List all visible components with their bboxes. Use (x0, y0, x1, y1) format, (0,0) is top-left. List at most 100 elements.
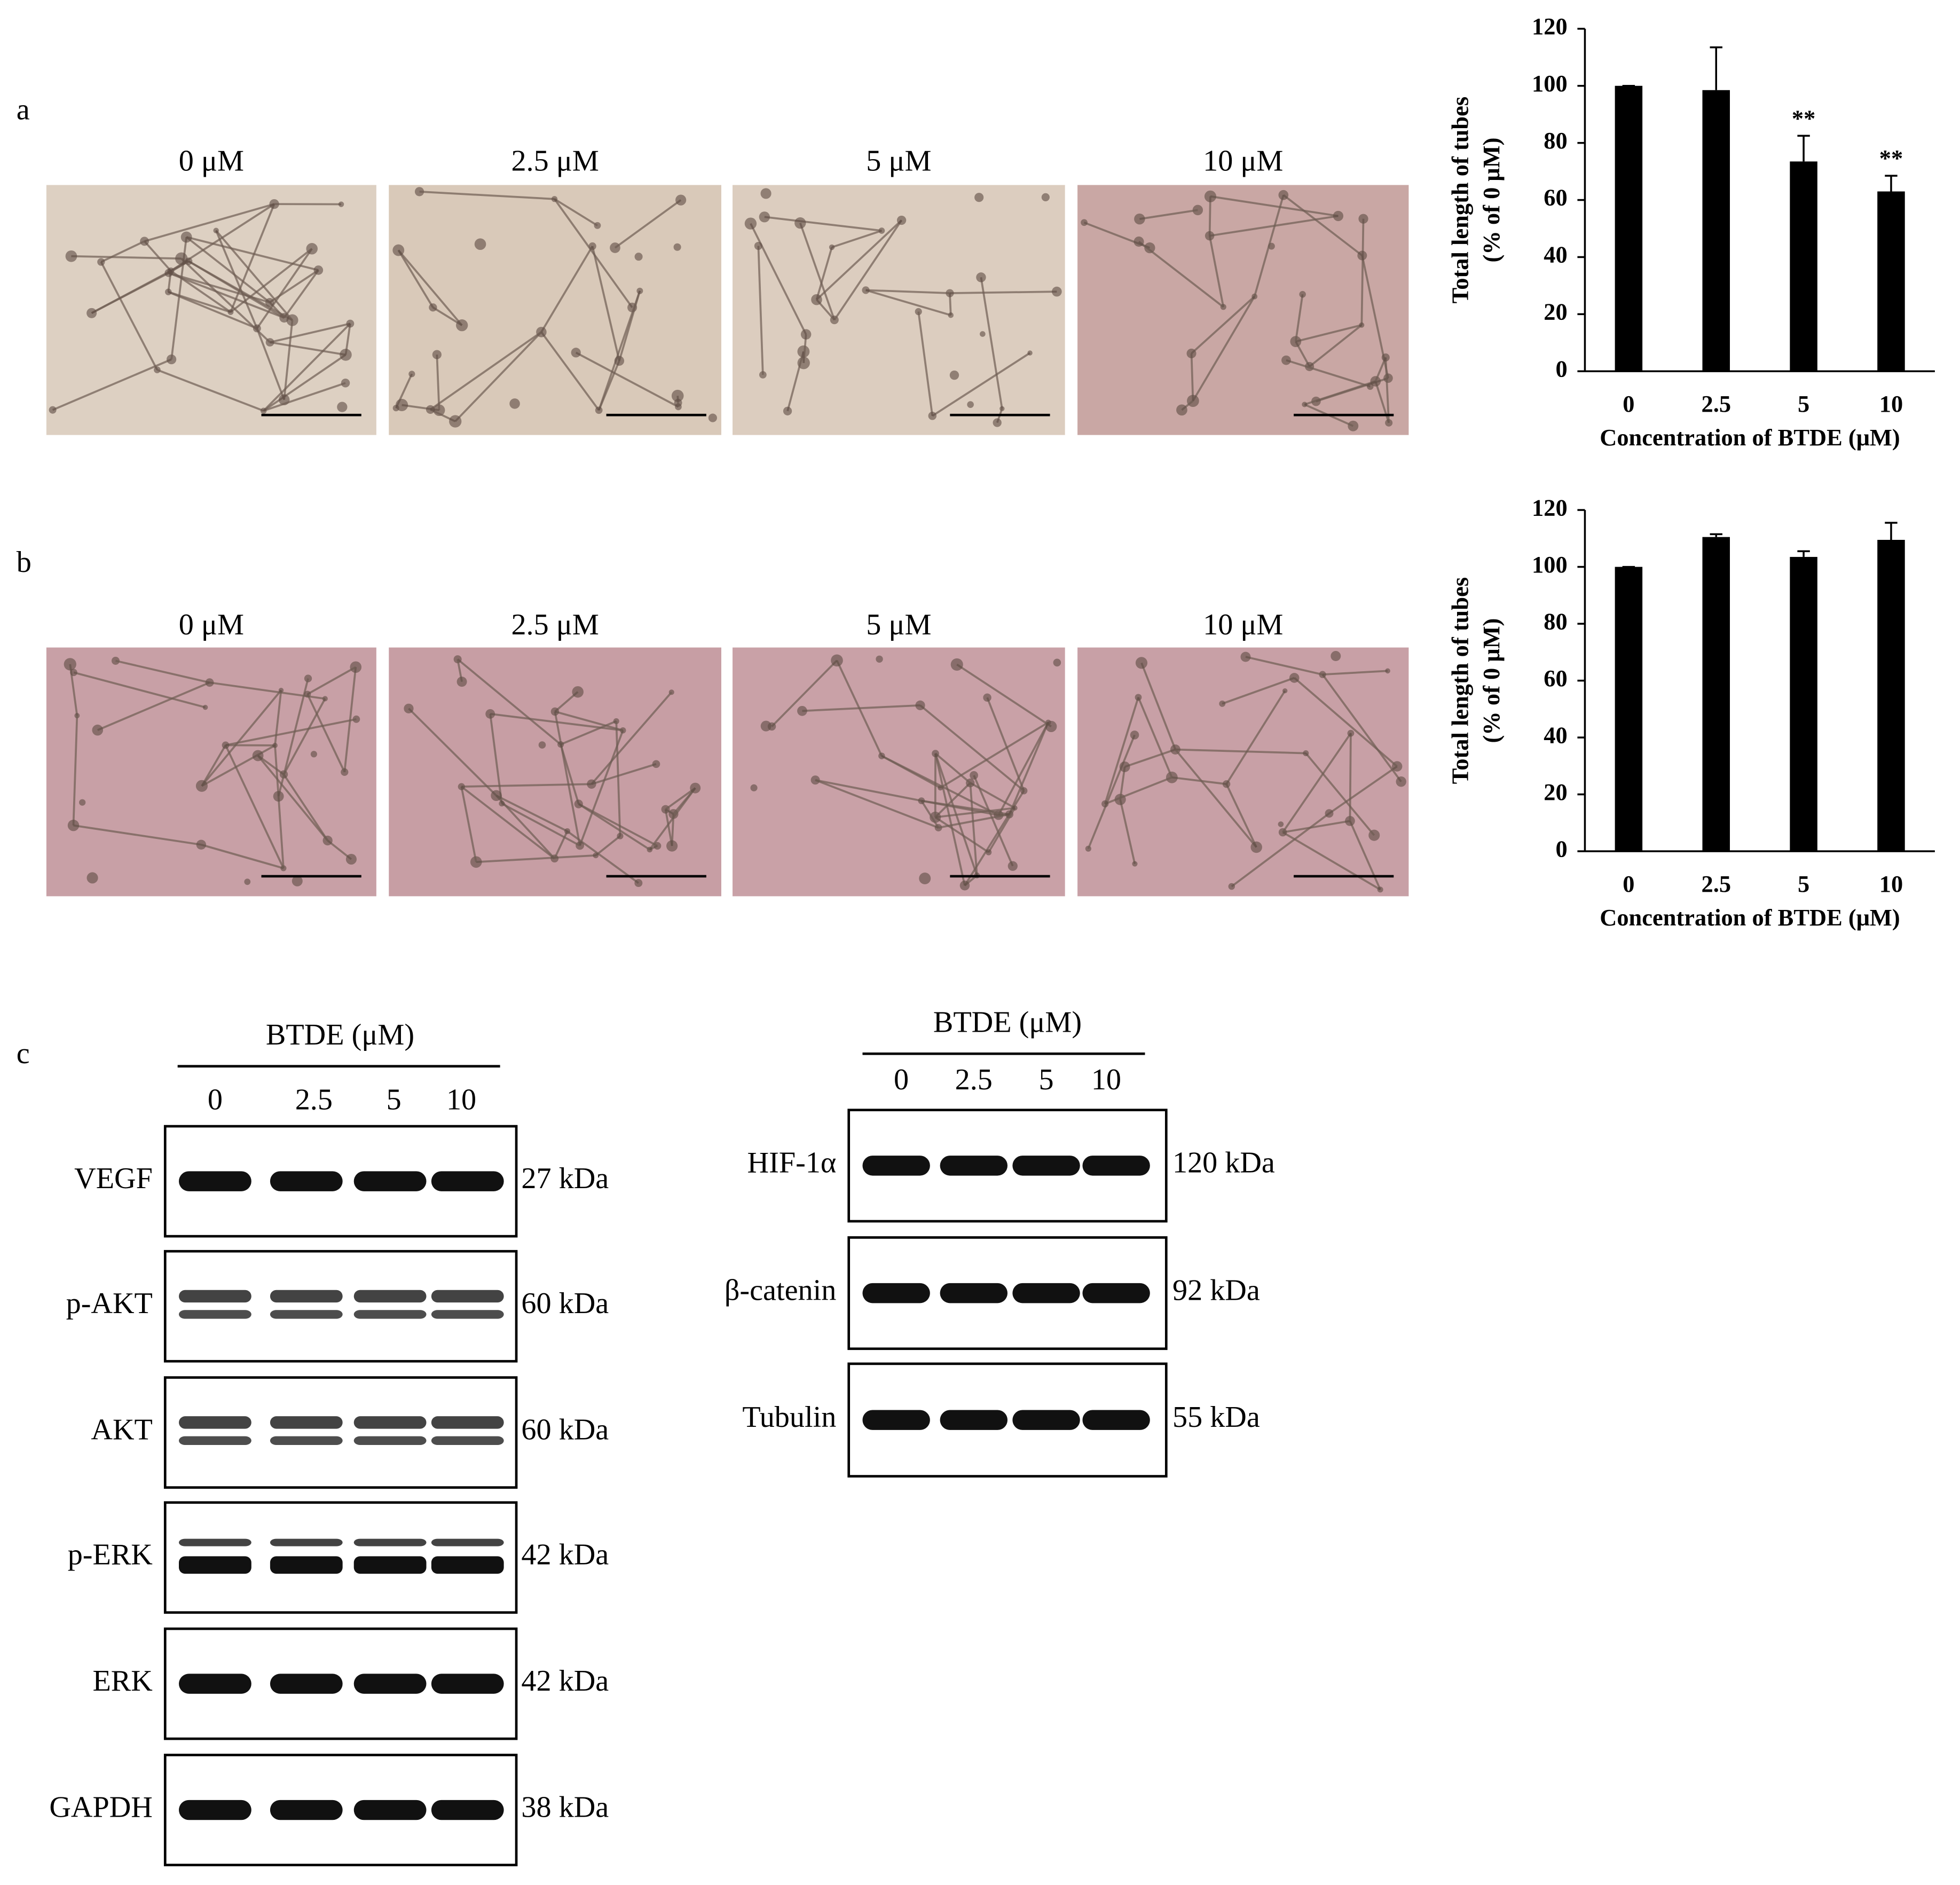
y-tick-label: 100 (1532, 70, 1568, 97)
size-label: 42 kDa (521, 1664, 609, 1698)
cell-cluster (831, 654, 843, 667)
cell-cluster (974, 193, 984, 202)
cell-cluster (205, 678, 214, 687)
band (270, 1171, 343, 1191)
cell-cluster (976, 272, 986, 282)
x-tick-label: 10 (1879, 870, 1903, 897)
cell-cluster (1358, 214, 1368, 224)
protein-label: VEGF (74, 1162, 153, 1195)
cell-cluster (1205, 231, 1215, 241)
cell-cluster (456, 677, 467, 687)
tube (215, 230, 293, 321)
size-label: 60 kDa (521, 1287, 609, 1320)
band (353, 1538, 427, 1546)
micrograph-bg (1077, 647, 1409, 897)
tube (920, 800, 940, 829)
error-bar (1797, 550, 1810, 557)
tube (495, 795, 568, 832)
cell-cluster (928, 412, 937, 420)
tube (1305, 752, 1375, 836)
cell-cluster (690, 782, 701, 794)
cell-cluster (341, 768, 349, 776)
band (179, 1290, 251, 1303)
band (431, 1436, 504, 1446)
band (270, 1416, 343, 1429)
tube (168, 272, 285, 319)
cell-cluster (564, 828, 571, 835)
cell-cluster (86, 872, 98, 884)
tube (1384, 357, 1390, 423)
condition-label: 0 μM (179, 145, 244, 178)
tube (591, 763, 657, 786)
bar (1615, 567, 1643, 852)
cell-cluster (750, 784, 758, 791)
tube (263, 323, 351, 412)
band (353, 1310, 427, 1319)
band (179, 1436, 251, 1446)
tube (618, 290, 641, 362)
tube (949, 290, 1057, 294)
band (1082, 1156, 1150, 1176)
condition-label: 5 μM (866, 145, 931, 178)
significance: ** (1879, 145, 1903, 171)
cell-cluster (1377, 886, 1383, 893)
cell-cluster (1132, 861, 1138, 867)
cell-cluster (572, 686, 584, 698)
tube (1190, 353, 1194, 401)
lane-label: 0 (894, 1063, 909, 1096)
micrograph (389, 647, 721, 897)
band (270, 1290, 343, 1303)
y-axis-label: (% of 0 μM) (1478, 138, 1505, 263)
cell-cluster (666, 840, 678, 852)
micrograph (733, 185, 1065, 435)
lane-label: 10 (446, 1083, 476, 1117)
band (431, 1290, 504, 1303)
tube (934, 752, 971, 784)
micrograph (389, 185, 721, 435)
cell-cluster (1333, 210, 1344, 222)
micrograph-bg (733, 647, 1065, 897)
tube (969, 782, 978, 876)
cell-cluster (337, 402, 348, 412)
cell-cluster (449, 415, 462, 428)
cell-cluster (800, 329, 812, 340)
cell-cluster (967, 401, 974, 408)
y-tick-label: 120 (1532, 494, 1568, 521)
y-axis-label: Total length of tubes (1446, 577, 1473, 784)
cell-cluster (1144, 242, 1155, 254)
band (431, 1538, 504, 1546)
tube (490, 713, 623, 732)
tube (554, 198, 598, 226)
cell-cluster (458, 783, 465, 790)
tube (256, 248, 313, 329)
cell-cluster (485, 709, 495, 719)
tube (934, 753, 966, 886)
cell-cluster (313, 265, 324, 275)
cell-cluster (593, 852, 599, 859)
cell-cluster (244, 878, 251, 885)
cell-cluster (196, 839, 207, 850)
cell-cluster (754, 241, 762, 250)
bar (1702, 537, 1730, 852)
band (353, 1800, 427, 1820)
tube (575, 351, 679, 408)
cell-cluster (571, 348, 581, 358)
lane-label: 2.5 (295, 1083, 333, 1117)
micrograph (733, 647, 1065, 897)
cell-cluster (1240, 651, 1251, 662)
tube (750, 223, 807, 335)
cell-cluster (574, 799, 583, 808)
x-tick-label: 5 (1798, 870, 1809, 897)
size-label: 55 kDa (1172, 1401, 1260, 1434)
condition-label: 2.5 μM (511, 145, 599, 178)
x-tick-label: 5 (1798, 390, 1809, 417)
panel-label: a (17, 93, 30, 127)
bar (1790, 556, 1817, 852)
micrograph (46, 185, 376, 435)
cell-cluster (919, 873, 931, 885)
tube (168, 272, 270, 304)
tube (553, 830, 569, 859)
tube (578, 803, 658, 847)
cell-cluster (759, 211, 770, 223)
band (431, 1171, 504, 1191)
